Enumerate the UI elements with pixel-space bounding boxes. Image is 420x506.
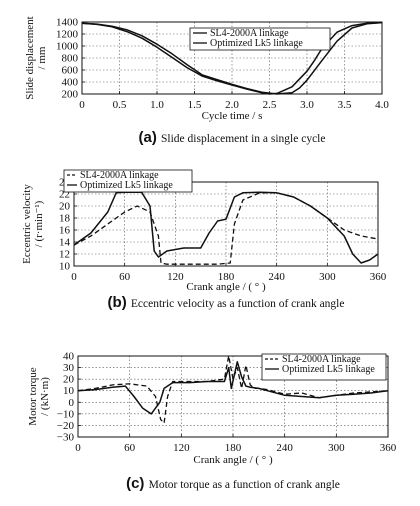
legend-box	[189, 27, 331, 51]
y-tick-label: −20	[57, 420, 75, 432]
y-tick-label: 1400	[56, 17, 79, 29]
legend-label: Optimized Lk5 linkage	[210, 38, 303, 49]
x-tick-label: 2.0	[225, 99, 239, 111]
x-tick-label: 3.0	[300, 99, 314, 111]
legend-label: Optimized Lk5 linkage	[282, 364, 375, 375]
caption-text: Motor torque as a function of crank angl…	[149, 479, 340, 491]
y-tick-label: −10	[57, 408, 75, 420]
x-tick-label: 2.5	[263, 99, 277, 111]
legend-label: SL4-2000A linkage	[210, 28, 289, 39]
chart-panel-2: 0601201802403003601012141618202224SL4-20…	[21, 169, 387, 311]
legend-box	[261, 353, 387, 381]
y-tick-label: −30	[57, 432, 75, 444]
x-tick-label: 60	[119, 271, 131, 283]
caption-letter: (a)	[139, 129, 162, 146]
y-tick-label: 800	[62, 53, 79, 65]
x-tick-label: 0	[79, 99, 85, 111]
y-tick-label: 30	[63, 362, 75, 374]
y-axis-label: Slide displacement	[24, 16, 36, 99]
x-tick-label: 3.5	[338, 99, 352, 111]
x-axis-label: Crank angle / ( ° )	[193, 454, 273, 466]
legend-label: SL4-2000A linkage	[282, 354, 361, 365]
x-tick-label: 180	[218, 271, 235, 283]
x-tick-label: 240	[276, 442, 293, 454]
y-tick-label: 10	[63, 385, 75, 397]
y-tick-label: 16	[59, 225, 71, 237]
y-tick-label: 600	[62, 65, 79, 77]
x-tick-label: 1.0	[150, 99, 164, 111]
chart-caption: (b) Eccentric velocity as a function of …	[108, 294, 345, 311]
x-tick-label: 360	[370, 271, 387, 283]
x-tick-label: 0.5	[113, 99, 127, 111]
series-line-2	[77, 361, 389, 415]
x-tick-label: 120	[173, 442, 190, 454]
y-tick-label: 0	[69, 397, 75, 409]
caption-text: Eccentric velocity as a function of cran…	[131, 298, 345, 310]
x-tick-label: 180	[225, 442, 242, 454]
chart-caption: (c) Motor torque as a function of crank …	[126, 475, 340, 492]
plot-frame	[77, 355, 389, 438]
y-tick-label: 22	[59, 189, 70, 201]
y-tick-label: 200	[62, 89, 79, 101]
y-tick-label: 400	[62, 77, 79, 89]
series-line-2	[81, 21, 383, 95]
plot-frame	[73, 181, 379, 267]
x-tick-label: 1.5	[188, 99, 202, 111]
legend-label: Optimized Lk5 linkage	[80, 180, 173, 191]
x-tick-label: 0	[75, 442, 81, 454]
caption-letter: (b)	[108, 294, 131, 311]
x-tick-label: 60	[124, 442, 136, 454]
caption-letter: (c)	[126, 475, 149, 492]
x-tick-label: 4.0	[375, 99, 389, 111]
x-tick-label: 300	[328, 442, 345, 454]
x-tick-label: 120	[167, 271, 184, 283]
y-axis-unit-label: / mm	[36, 46, 48, 69]
y-tick-label: 18	[59, 213, 71, 225]
y-tick-label: 40	[63, 351, 75, 363]
chart-caption: (a) Slide displacement in a single cycle	[139, 129, 326, 146]
chart-panel-1: 0 0.5 1.0 1.5 2.0 2.5 3.0 3.5 4.0 200400600800100…	[24, 16, 389, 146]
x-axis-label: Crank angle / ( ° )	[186, 281, 266, 293]
caption-text: Slide displacement in a single cycle	[161, 133, 325, 145]
y-axis-label: Eccentric velocity	[21, 184, 33, 264]
x-axis-label: Cycle time / s	[202, 110, 263, 122]
x-tick-label: 0	[71, 271, 77, 283]
y-tick-label: 20	[63, 374, 75, 386]
y-tick-label: 1200	[56, 29, 79, 41]
legend-box	[63, 169, 193, 193]
x-tick-label: 360	[380, 442, 397, 454]
y-axis-unit-label: / (r·min⁻¹)	[33, 200, 45, 247]
y-tick-label: 12	[59, 249, 70, 261]
y-axis-unit-label: / (kN·m)	[39, 377, 51, 416]
y-tick-label: 10	[59, 261, 71, 273]
y-tick-label: 1000	[56, 41, 79, 53]
y-axis-label: Motor torque	[27, 367, 39, 425]
x-tick-label: 300	[319, 271, 336, 283]
plot-frame	[81, 21, 383, 95]
x-tick-label: 240	[268, 271, 285, 283]
legend-label: SL4-2000A linkage	[80, 170, 159, 181]
y-tick-label: 20	[59, 201, 71, 213]
y-tick-label: 14	[59, 237, 71, 249]
